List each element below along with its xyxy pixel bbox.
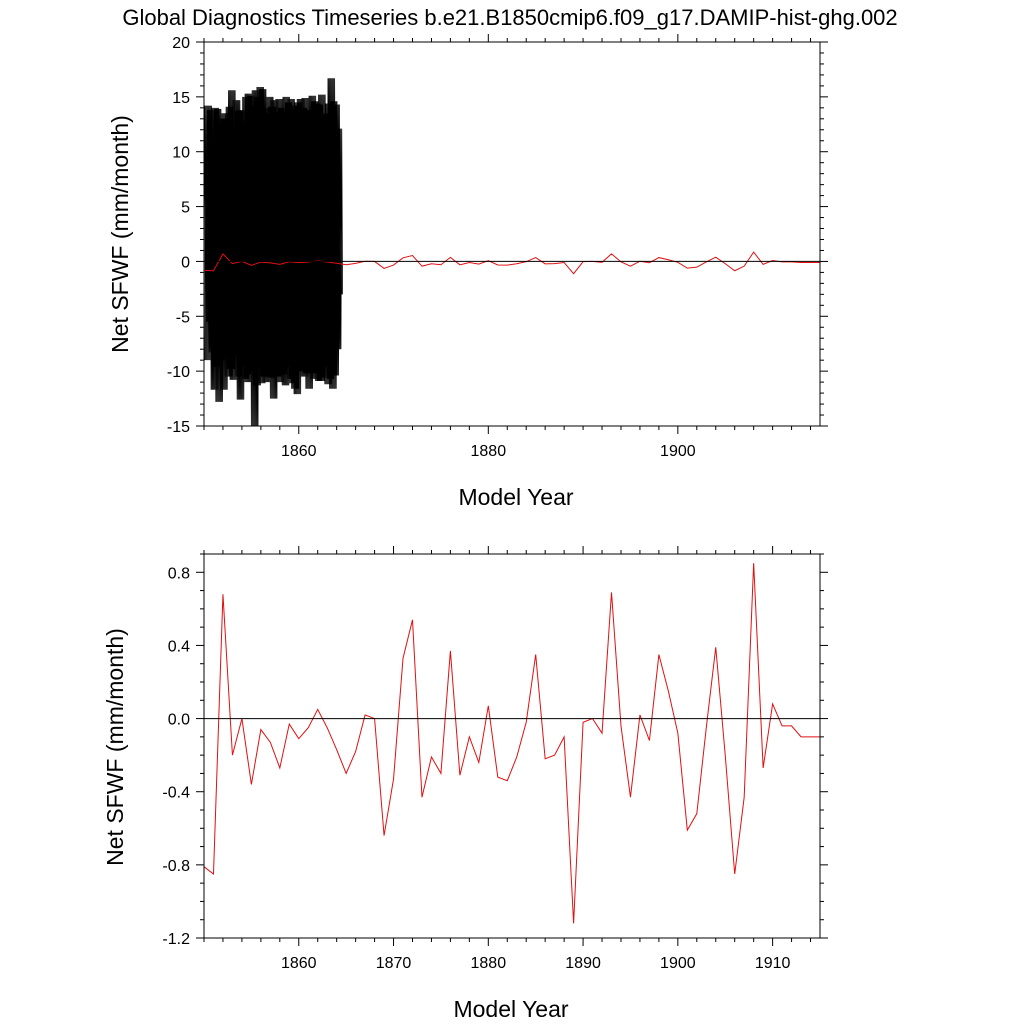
y-tick-label: 0.0 bbox=[168, 712, 190, 729]
y-tick-label: 0.8 bbox=[168, 565, 190, 582]
y-tick-label: -0.4 bbox=[162, 785, 190, 802]
x-tick-label: 1910 bbox=[755, 955, 791, 972]
top-x-axis-label: Model Year bbox=[458, 484, 573, 510]
top-axes: 1860 1880 1900 20 15 10 5 0 -5 -10 -15 bbox=[167, 34, 828, 460]
y-tick-label: 10 bbox=[172, 145, 190, 162]
y-tick-label: -1.2 bbox=[162, 931, 190, 948]
x-tick-label: 1860 bbox=[281, 955, 317, 972]
x-tick-label: 1900 bbox=[660, 443, 696, 460]
x-tick-label: 1880 bbox=[471, 443, 507, 460]
annual-mean-series-line bbox=[204, 563, 820, 924]
x-tick-label: 1890 bbox=[565, 955, 601, 972]
bottom-x-axis-label: Model Year bbox=[453, 996, 568, 1022]
page-title: Global Diagnostics Timeseries b.e21.B185… bbox=[122, 5, 897, 30]
top-plot-data bbox=[204, 78, 820, 426]
x-tick-label: 1860 bbox=[281, 443, 317, 460]
y-tick-label: -15 bbox=[167, 419, 190, 436]
top-y-axis-label: Net SFWF (mm/month) bbox=[107, 115, 133, 353]
y-tick-label: 5 bbox=[181, 200, 190, 217]
bottom-panel: 1860 1870 1880 1890 1900 1910 0.8 0.4 0.0 -0.4 -0.… bbox=[102, 546, 828, 1022]
x-tick-label: 1880 bbox=[471, 955, 507, 972]
monthly-series-line-7 bbox=[209, 78, 342, 426]
monthly-series-line-8 bbox=[210, 78, 343, 426]
plot-frame bbox=[203, 41, 821, 427]
y-tick-label: 0.4 bbox=[168, 638, 190, 655]
bottom-plot-data bbox=[204, 563, 820, 924]
bottom-y-axis-label: Net SFWF (mm/month) bbox=[102, 628, 128, 866]
y-tick-label: -10 bbox=[167, 364, 190, 381]
y-tick-label: -0.8 bbox=[162, 858, 190, 875]
y-tick-label: 20 bbox=[172, 35, 190, 52]
x-tick-label: 1900 bbox=[660, 955, 696, 972]
annual-mean-series-line bbox=[204, 251, 820, 275]
plot-frame bbox=[203, 553, 821, 939]
y-tick-label: 15 bbox=[172, 90, 190, 107]
bottom-axes: 1860 1870 1880 1890 1900 1910 0.8 0.4 0.0 -0.4 -0.… bbox=[162, 546, 828, 972]
y-tick-label: 0 bbox=[181, 254, 190, 271]
x-tick-label: 1870 bbox=[376, 955, 412, 972]
y-tick-label: -5 bbox=[176, 309, 190, 326]
